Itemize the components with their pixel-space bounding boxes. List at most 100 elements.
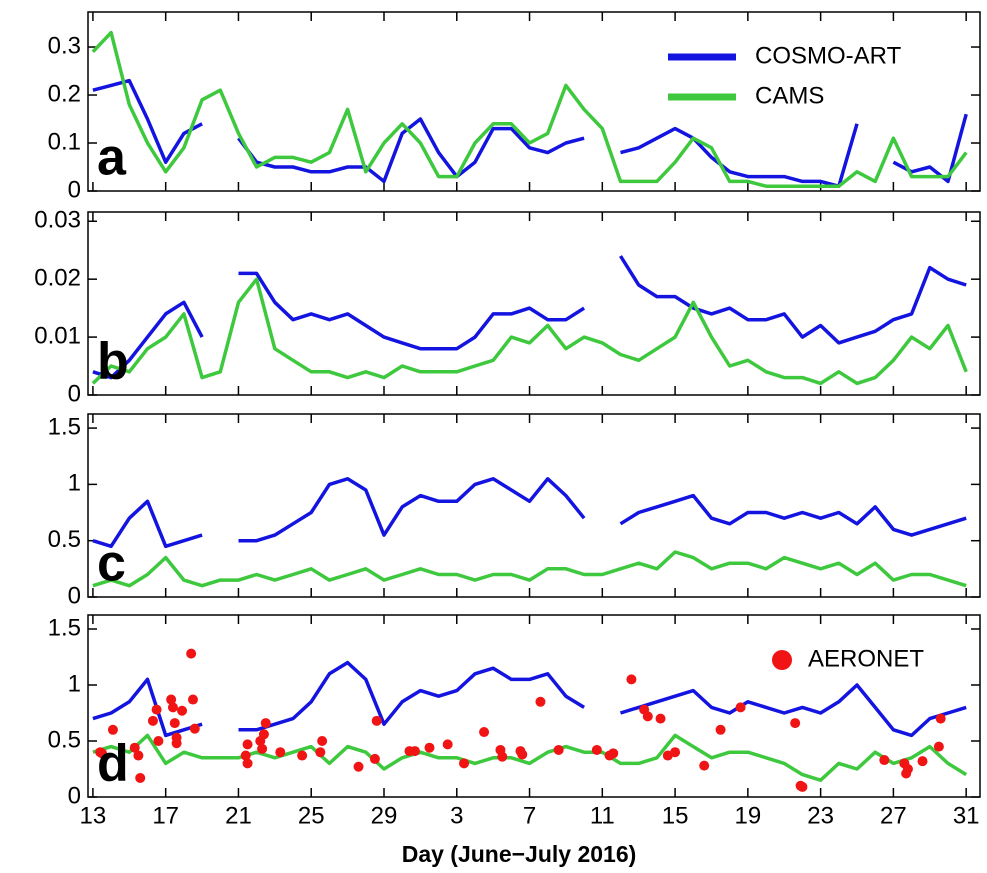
x-tick-label: 19	[735, 802, 762, 829]
y-tick-label: 0	[68, 380, 81, 407]
scatter-point	[315, 747, 326, 758]
scatter-point	[879, 755, 890, 766]
x-tick-label: 7	[523, 802, 536, 829]
series-line	[92, 477, 967, 549]
scatter-point	[171, 738, 182, 749]
scatter-point	[242, 739, 253, 750]
y-tick-label: 1	[68, 670, 81, 697]
scatter-point	[257, 743, 268, 754]
x-tick-label: 11	[590, 802, 615, 829]
y-tick-label: 0	[68, 582, 81, 609]
y-tick-label: 0.1	[48, 128, 81, 155]
scatter-point	[169, 718, 180, 729]
scatter-point	[97, 748, 108, 759]
scatter-point	[699, 760, 710, 771]
panel-label: a	[97, 129, 127, 187]
scatter-point	[442, 739, 453, 750]
scatter-point	[591, 744, 602, 755]
scatter-point	[317, 736, 328, 746]
series-line	[92, 550, 967, 588]
legend-label: AERONET	[808, 645, 924, 672]
scatter-point	[642, 711, 653, 722]
scatter-point	[186, 648, 197, 659]
series-line	[91, 277, 968, 386]
scatter-point	[166, 694, 177, 705]
scatter-point	[933, 741, 944, 752]
scatter-point	[107, 724, 118, 735]
y-tick-label: 0	[68, 176, 81, 203]
scatter-point	[608, 748, 619, 759]
scatter-point	[535, 696, 546, 707]
legend-label: CAMS	[755, 82, 824, 109]
scatter-point	[553, 744, 564, 755]
scatter-point	[260, 718, 271, 729]
y-tick-label: 1	[68, 470, 81, 497]
scatter-point	[901, 768, 912, 779]
x-tick-label: 23	[807, 802, 834, 829]
scatter-point	[297, 750, 308, 761]
scatter-point	[240, 750, 251, 761]
panel-label: c	[97, 535, 126, 593]
scatter-point	[129, 742, 140, 753]
x-tick-label: 31	[953, 802, 980, 829]
y-tick-label: 1.5	[48, 413, 81, 440]
legend-marker	[772, 650, 792, 670]
scatter-point	[177, 705, 188, 716]
scatter-point	[715, 724, 726, 735]
scatter-point	[135, 772, 146, 783]
x-tick-label: 15	[662, 802, 689, 829]
panel-frame	[87, 11, 981, 192]
y-tick-label: 1.5	[48, 614, 81, 641]
scatter-point	[917, 756, 928, 767]
x-tick-label: 29	[371, 802, 398, 829]
y-tick-label: 0.03	[34, 207, 81, 234]
scatter-point	[353, 761, 364, 772]
panel-label: b	[97, 333, 129, 391]
y-tick-label: 0.01	[34, 322, 81, 349]
x-tick-label: 21	[225, 802, 252, 829]
y-tick-label: 0.5	[48, 726, 81, 753]
scatter-point	[242, 758, 253, 769]
legend-label: COSMO-ART	[755, 42, 902, 69]
series-line	[92, 78, 968, 188]
series-line	[92, 733, 968, 782]
scatter-point	[790, 718, 801, 729]
x-tick-label: 25	[298, 802, 325, 829]
scatter-point	[655, 713, 666, 724]
y-tick-label: 0.3	[48, 32, 81, 59]
scatter-point	[258, 729, 269, 740]
x-tick-label: 27	[880, 802, 907, 829]
scatter-point	[167, 702, 178, 713]
y-tick-label: 0.2	[48, 80, 81, 107]
scatter-point	[497, 751, 508, 762]
x-tick-label: 13	[80, 802, 107, 829]
scatter-point	[670, 747, 681, 758]
series-line	[92, 660, 967, 738]
panel-frame	[87, 211, 981, 396]
y-tick-label: 0	[68, 782, 81, 809]
scatter-point	[189, 723, 200, 734]
y-tick-label: 0.5	[48, 526, 81, 553]
scatter-point	[517, 749, 528, 760]
scatter-point	[147, 715, 158, 726]
series-line	[92, 255, 967, 380]
scatter-point	[459, 758, 470, 769]
scatter-point	[275, 747, 286, 758]
series-line	[91, 30, 968, 188]
scatter-point	[424, 742, 435, 753]
scatter-point	[735, 702, 746, 713]
x-tick-label: 17	[152, 802, 179, 829]
scatter-point	[369, 753, 380, 764]
scatter-point	[409, 746, 420, 757]
x-axis-label: Day (June−July 2016)	[402, 841, 637, 867]
y-tick-label: 0.02	[34, 265, 81, 292]
scatter-point	[187, 694, 198, 705]
scatter-point	[479, 727, 490, 738]
scatter-point	[935, 713, 946, 724]
scatter-point	[626, 674, 637, 685]
x-tick-label: 3	[450, 802, 463, 829]
panel-label: d	[97, 735, 129, 793]
scatter-point	[371, 715, 382, 726]
scatter-point	[153, 736, 164, 746]
